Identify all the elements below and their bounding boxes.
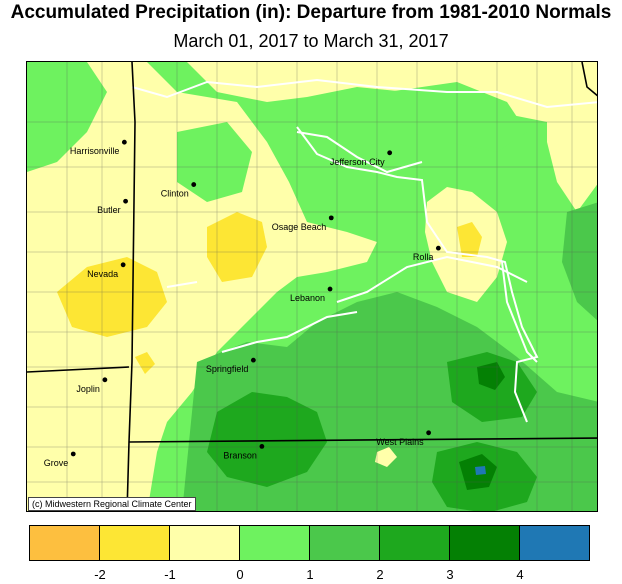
legend-swatch [99, 525, 170, 561]
legend-tick-label: 2 [376, 567, 384, 582]
region-3-to-4-westplains [477, 362, 505, 390]
region-minus2-to-minus1-nevada [57, 257, 167, 337]
city-dot [123, 198, 128, 204]
city-dot [426, 430, 432, 436]
city-marker[interactable]: Springfield [206, 357, 256, 374]
city-label: West Plains [376, 437, 424, 447]
city-marker[interactable]: Joplin [76, 377, 108, 394]
city-label: Rolla [413, 252, 434, 262]
region-minus1-to-0-west [27, 62, 377, 511]
legend-bar [29, 525, 590, 561]
city-marker[interactable]: West Plains [376, 430, 432, 447]
map-svg: Harrisonville Jefferson City Clinton Butler… [27, 62, 597, 511]
city-label: Nevada [87, 269, 118, 279]
color-legend [29, 525, 590, 561]
legend-swatch [379, 525, 450, 561]
river-lines [131, 78, 597, 363]
city-dot [328, 215, 334, 221]
city-label: Harrisonville [70, 146, 120, 156]
city-dot [102, 377, 108, 383]
city-label: Butler [97, 205, 121, 215]
city-marker[interactable]: Branson [223, 444, 265, 460]
legend-swatch [309, 525, 380, 561]
legend-swatch [519, 525, 590, 561]
legend-tick-label: 1 [306, 567, 314, 582]
city-label: Grove [44, 458, 69, 468]
state-borders [27, 62, 597, 511]
city-marker[interactable]: Rolla [413, 245, 441, 262]
legend-tick-label: 3 [446, 567, 454, 582]
region-4-plus [475, 466, 486, 475]
city-marker[interactable]: Jefferson City [330, 150, 393, 167]
legend-swatch [169, 525, 240, 561]
city-dot [259, 444, 265, 449]
city-marker[interactable]: Osage Beach [272, 215, 334, 232]
city-marker[interactable]: Butler [97, 198, 128, 215]
city-marker[interactable]: Lebanon [290, 286, 333, 303]
credit-label: (c) Midwestern Regional Climate Center [28, 497, 196, 511]
region-1-to-2-east [562, 202, 597, 321]
city-dot [250, 357, 256, 363]
legend-swatch [239, 525, 310, 561]
legend-swatch [29, 525, 100, 561]
city-marker[interactable]: Harrisonville [70, 139, 127, 156]
city-marker[interactable]: Clinton [161, 182, 197, 199]
legend-tick-label: -1 [164, 567, 176, 582]
city-dot [327, 286, 333, 292]
legend-swatch [449, 525, 520, 561]
city-dot [120, 262, 126, 268]
city-label: Springfield [206, 364, 249, 374]
county-lines [27, 62, 597, 511]
city-marker[interactable]: Nevada [87, 262, 126, 279]
precipitation-map[interactable]: Harrisonville Jefferson City Clinton Butler… [26, 61, 598, 512]
region-minus2-to-minus1-rolla [457, 222, 482, 257]
city-label: Joplin [76, 384, 100, 394]
city-label: Lebanon [290, 293, 325, 303]
city-dot [70, 451, 76, 457]
city-label: Clinton [161, 189, 189, 199]
region-minus2-to-minus1-joplin [135, 352, 155, 374]
city-dot [121, 139, 127, 145]
city-label: Osage Beach [272, 222, 327, 232]
legend-tick-label: 4 [516, 567, 524, 582]
region-0-to-1-clinton [177, 122, 252, 202]
map-subtitle: March 01, 2017 to March 31, 2017 [173, 31, 449, 51]
city-label: Jefferson City [330, 157, 385, 167]
city-dot [191, 182, 197, 187]
legend-tick-label: -2 [94, 567, 106, 582]
city-label: Branson [223, 450, 257, 460]
boundary-outline [296, 126, 539, 423]
region-minus1-to-0-south-spot [375, 447, 397, 467]
cities-layer: Harrisonville Jefferson City Clinton Butler… [44, 139, 441, 468]
map-title: Accumulated Precipitation (in): Departur… [10, 2, 612, 23]
city-marker[interactable]: Grove [44, 451, 76, 468]
city-dot [435, 245, 441, 251]
region-minus2-to-minus1-clinton [207, 212, 267, 282]
legend-tick-label: 0 [236, 567, 244, 582]
city-dot [387, 150, 393, 156]
